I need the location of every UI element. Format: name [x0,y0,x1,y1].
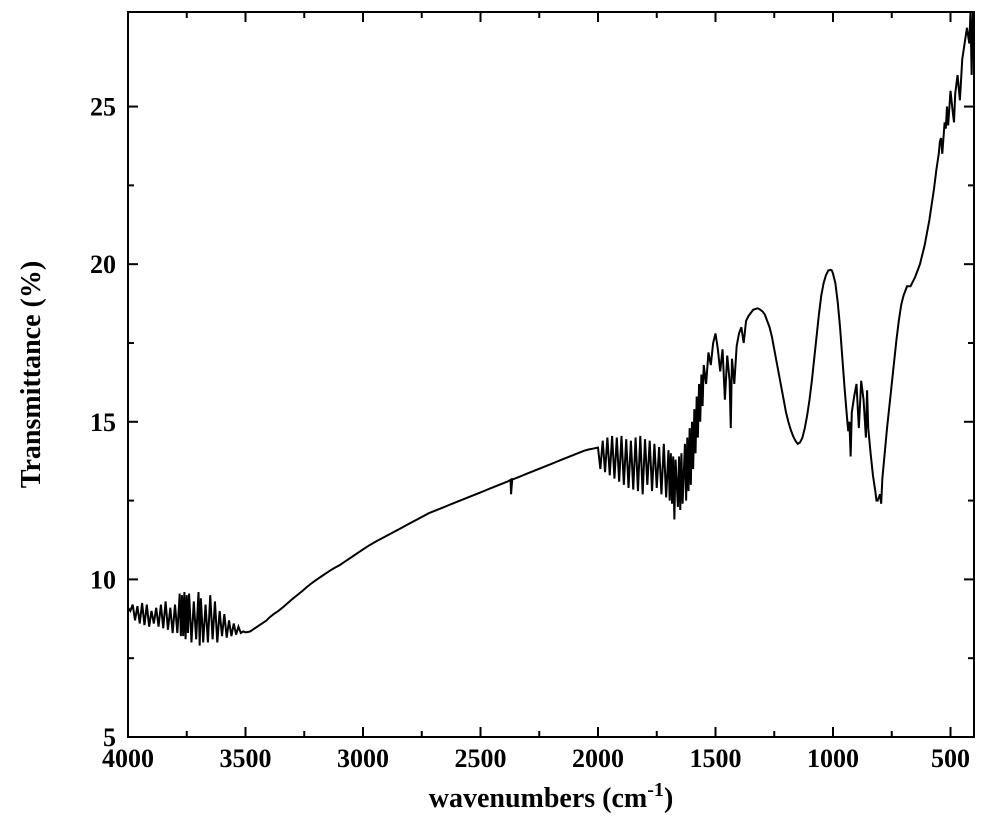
x-axis-label: wavenumbers (cm-1) [429,779,674,814]
ftir-chart: 4000350030002500200015001000500510152025… [0,0,1000,835]
y-axis-label: Transmittance (%) [16,261,47,488]
y-tick-label: 15 [90,408,116,437]
x-tick-label: 3500 [220,744,272,773]
y-tick-label: 5 [103,723,116,752]
y-tick-label: 10 [90,565,116,594]
spectrum-line [128,12,974,646]
chart-svg: 4000350030002500200015001000500510152025… [0,0,1000,835]
x-tick-label: 2000 [572,744,624,773]
y-tick-label: 20 [90,250,116,279]
x-tick-label: 2500 [455,744,507,773]
x-tick-label: 500 [931,744,970,773]
x-tick-label: 1000 [807,744,859,773]
x-tick-label: 1500 [690,744,742,773]
y-tick-label: 25 [90,93,116,122]
x-tick-label: 3000 [337,744,389,773]
